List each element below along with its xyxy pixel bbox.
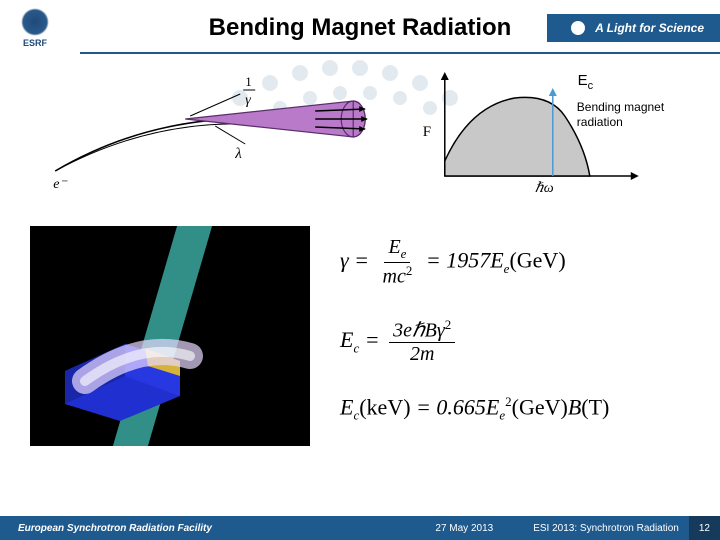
equations-block: γ = Ee mc2 = 1957Ee(GeV) Ec = 3eℏBγ2 2m … xyxy=(340,226,690,496)
bottom-row: γ = Ee mc2 = 1957Ee(GeV) Ec = 3eℏBγ2 2m … xyxy=(30,226,690,496)
svg-text:1: 1 xyxy=(245,74,252,89)
slide-content: 1 γ λ e⁻ Ec xyxy=(0,56,720,516)
slide-title: Bending Magnet Radiation xyxy=(209,14,512,42)
spectrum-curve-label: Bending magnet xyxy=(577,100,665,114)
diagram-row: 1 γ λ e⁻ Ec xyxy=(40,66,680,196)
tagline-dot-icon xyxy=(571,21,585,35)
footer-page-number: 12 xyxy=(689,516,720,540)
equation-gamma: γ = Ee mc2 = 1957Ee(GeV) xyxy=(340,236,690,289)
slide-footer: European Synchrotron Radiation Facility … xyxy=(0,516,720,540)
energy-axis-label: ℏω xyxy=(535,181,554,196)
spectrum-diagram: Ec F ℏω Bending magnet radiation xyxy=(410,66,680,196)
radiation-cone-diagram: 1 γ λ e⁻ xyxy=(40,66,390,196)
esrf-logo: ESRF xyxy=(10,3,60,53)
flux-axis-label: F xyxy=(423,124,431,140)
esrf-logo-icon xyxy=(21,8,49,36)
svg-text:γ: γ xyxy=(245,93,251,108)
equation-ec-numeric: Ec(keV) = 0.665Ee2(GeV)B(T) xyxy=(340,394,690,424)
magnet-render xyxy=(30,226,310,446)
equation-ec: Ec = 3eℏBγ2 2m xyxy=(340,317,690,367)
tagline-text: A Light for Science xyxy=(595,21,704,35)
electron-label: e⁻ xyxy=(53,177,68,192)
footer-org: European Synchrotron Radiation Facility xyxy=(0,523,395,534)
ec-label: Ec xyxy=(578,72,594,92)
slide-header: ESRF Bending Magnet Radiation A Light fo… xyxy=(0,0,720,56)
tagline-banner: A Light for Science xyxy=(547,14,720,42)
footer-date: 27 May 2013 xyxy=(395,523,533,534)
svg-text:radiation: radiation xyxy=(577,115,623,129)
esrf-logo-text: ESRF xyxy=(23,38,47,48)
lambda-label: λ xyxy=(234,146,242,162)
footer-topic: ESI 2013: Synchrotron Radiation xyxy=(533,523,689,534)
header-underline xyxy=(80,52,720,54)
